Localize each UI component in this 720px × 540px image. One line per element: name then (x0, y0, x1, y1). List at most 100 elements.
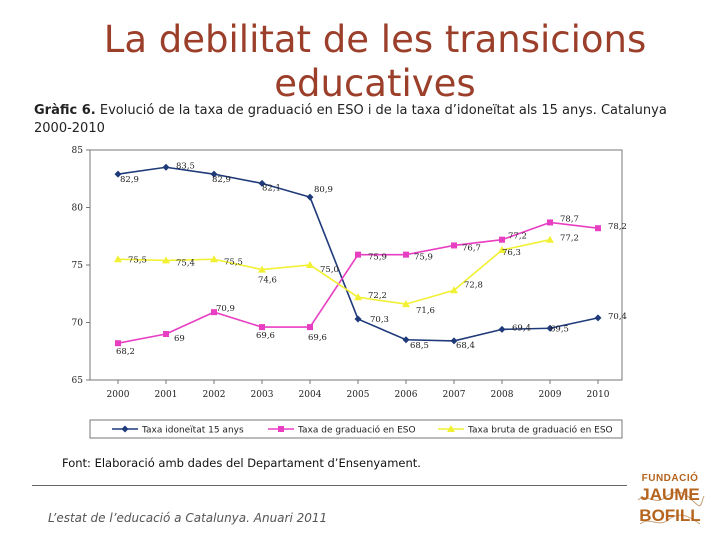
data-label: 76,7 (462, 243, 481, 253)
data-point-marker (210, 170, 218, 178)
legend-label: Taxa de graduació en ESO (297, 425, 416, 436)
x-tick-label: 2002 (203, 390, 226, 400)
y-tick-label: 70 (72, 319, 84, 329)
data-point-marker (499, 236, 505, 243)
data-label: 83,5 (176, 161, 195, 171)
data-label: 70,4 (608, 312, 627, 322)
data-label: 75,5 (128, 255, 147, 265)
data-point-marker (259, 324, 265, 331)
x-tick-label: 2010 (587, 390, 610, 400)
y-tick-label: 85 (72, 146, 84, 156)
data-point-marker (546, 235, 554, 243)
data-point-marker (546, 324, 554, 332)
logo-signature-graphic (637, 491, 705, 525)
data-label: 82,9 (120, 175, 139, 185)
data-label: 75,9 (368, 253, 387, 263)
data-point-marker (162, 256, 170, 264)
x-tick-label: 2004 (299, 390, 322, 400)
data-label: 68,2 (116, 347, 135, 357)
data-label: 80,9 (314, 185, 333, 195)
logo-line-3: BOFILL (639, 506, 701, 525)
data-point-marker (354, 293, 362, 301)
data-label: 70,9 (216, 304, 235, 314)
x-tick-label: 2003 (251, 390, 274, 400)
data-point-marker (115, 340, 121, 347)
data-label: 77,2 (560, 234, 579, 244)
data-point-marker (451, 242, 457, 249)
data-point-marker (121, 425, 129, 433)
data-point-marker (211, 309, 217, 316)
data-label: 68,5 (410, 341, 429, 351)
x-tick-label: 2000 (107, 390, 130, 400)
data-labels: 82,9 83,5 82,9 82,1 80,9 70,3 68,5 68,4 69,4 69,5… (116, 161, 627, 357)
data-point-marker (114, 170, 122, 178)
data-point-marker (278, 426, 284, 432)
data-point-marker (547, 219, 553, 226)
data-label: 75,4 (176, 258, 195, 268)
y-tick-label: 80 (72, 204, 84, 214)
data-point-marker (450, 337, 458, 345)
data-label: 74,6 (258, 276, 277, 286)
data-point-marker (595, 225, 601, 232)
legend: Taxa idoneïtat 15 anys Taxa de graduació … (112, 425, 613, 436)
series-line (117, 238, 551, 305)
data-point-marker (402, 300, 410, 308)
data-label: 78,7 (560, 214, 579, 224)
logo-line-1: FUNDACIÓ (641, 473, 699, 484)
data-point-marker (354, 315, 362, 323)
data-point-marker (258, 265, 266, 273)
data-point-marker (114, 255, 122, 263)
y-tick-label: 75 (72, 261, 84, 271)
data-point-marker (258, 179, 266, 187)
data-point-marker (403, 251, 409, 258)
legend-frame (89, 419, 623, 439)
x-tick-label: 2005 (347, 390, 370, 400)
x-tick-label: 2008 (491, 390, 514, 400)
x-tick-label: 2001 (155, 390, 178, 400)
data-point-marker (402, 336, 410, 344)
data-label: 69,6 (308, 333, 327, 343)
legend-label: Taxa bruta de graduació en ESO (467, 425, 613, 436)
data-label: 75,5 (224, 257, 243, 267)
footer-text: L’estat de l’educació a Catalunya. Anuar… (48, 511, 328, 525)
x-tick-label: 2006 (395, 390, 418, 400)
data-point-marker (162, 163, 170, 171)
legend-label: Taxa idoneïtat 15 anys (141, 426, 244, 436)
data-point-marker (498, 246, 506, 254)
plot-area-frame (89, 149, 623, 381)
figure-caption: Evolució de la taxa de graduació en ESO … (34, 103, 667, 136)
data-label: 82,9 (212, 175, 231, 185)
data-label: 82,1 (262, 183, 281, 193)
x-tick-label: 2007 (443, 390, 466, 400)
source-note: Font: Elaboració amb dades del Departame… (62, 456, 421, 470)
data-label: 75,9 (414, 253, 433, 263)
data-label: 69,5 (550, 324, 569, 334)
data-label: 68,4 (456, 341, 475, 351)
data-point-marker (306, 193, 314, 201)
y-tick-label: 65 (72, 376, 84, 386)
fundacio-logo: FUNDACIÓ JAUME BOFILL (634, 472, 706, 530)
series-layer (114, 163, 602, 347)
data-label: 69 (174, 334, 185, 344)
data-point-marker (355, 251, 361, 258)
data-point-marker (306, 261, 314, 268)
data-point-marker (498, 325, 506, 333)
data-label: 69,6 (256, 331, 275, 341)
x-axis: 2000 2001 2002 2003 2004 2005 2006 2007 2008 2009… (107, 380, 610, 400)
data-label: 72,8 (464, 280, 483, 290)
data-label: 72,2 (368, 291, 387, 301)
data-label: 76,3 (502, 248, 521, 258)
data-label: 70,3 (370, 315, 389, 325)
data-label: 69,4 (512, 323, 531, 333)
data-label: 77,2 (508, 232, 527, 242)
data-point-marker (447, 425, 455, 432)
data-point-marker (163, 331, 169, 337)
data-label: 71,6 (416, 306, 435, 316)
logo-line-2: JAUME (640, 485, 700, 504)
chart-subtitle: Gràfic 6. Evolució de la taxa de graduac… (34, 102, 694, 138)
data-label: 75,0 (320, 265, 339, 275)
x-tick-label: 2009 (539, 390, 562, 400)
data-point-marker (210, 255, 218, 263)
data-point-marker (307, 324, 313, 331)
